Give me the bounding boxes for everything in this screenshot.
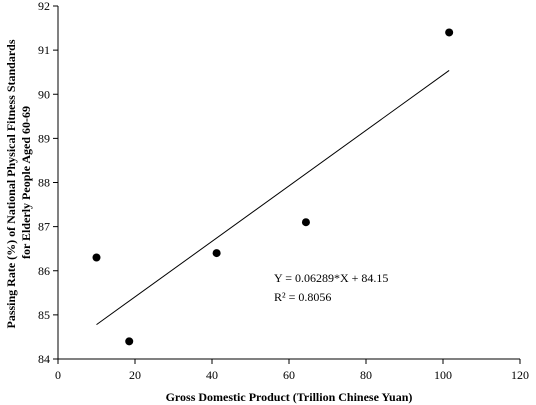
x-tick-label: 80: [360, 368, 372, 382]
data-point: [125, 337, 134, 346]
data-point: [445, 28, 454, 37]
x-tick-label: 100: [434, 368, 452, 382]
y-tick-label: 92: [38, 0, 50, 13]
data-point: [301, 218, 310, 227]
y-tick-label: 89: [38, 131, 50, 145]
y-axis-title-line-2: for Elderly People Aged 60-69: [19, 106, 33, 259]
x-tick-label: 0: [55, 368, 61, 382]
y-tick-label: 90: [38, 87, 50, 101]
y-axis-title-line-1: Passing Rate (%) of National Physical Fi…: [4, 39, 18, 328]
data-point: [212, 249, 221, 258]
x-tick-label: 40: [206, 368, 218, 382]
y-tick-label: 88: [38, 176, 50, 190]
y-tick-label: 84: [38, 352, 50, 366]
x-tick-label: 60: [283, 368, 295, 382]
x-axis-title: Gross Domestic Product (Trillion Chinese…: [166, 390, 413, 404]
regression-line: [96, 70, 450, 326]
r-squared-label: R² = 0.8056: [274, 290, 331, 304]
y-axis-title: Passing Rate (%) of National Physical Fi…: [4, 36, 33, 328]
axes: [57, 6, 520, 360]
ticks: 84 85 86 87 88 89 90 91 92 0 20 40 60 80 100 120: [38, 0, 529, 382]
y-tick-label: 85: [38, 308, 50, 322]
y-tick-label: 87: [38, 220, 50, 234]
y-tick-label: 86: [38, 264, 50, 278]
data-point: [92, 253, 101, 262]
y-tick-label: 91: [38, 43, 50, 57]
data-points: [92, 28, 454, 346]
x-tick-label: 20: [129, 368, 141, 382]
regression-equation: Y = 0.06289*X + 84.15: [274, 271, 388, 285]
x-tick-label: 120: [511, 368, 529, 382]
